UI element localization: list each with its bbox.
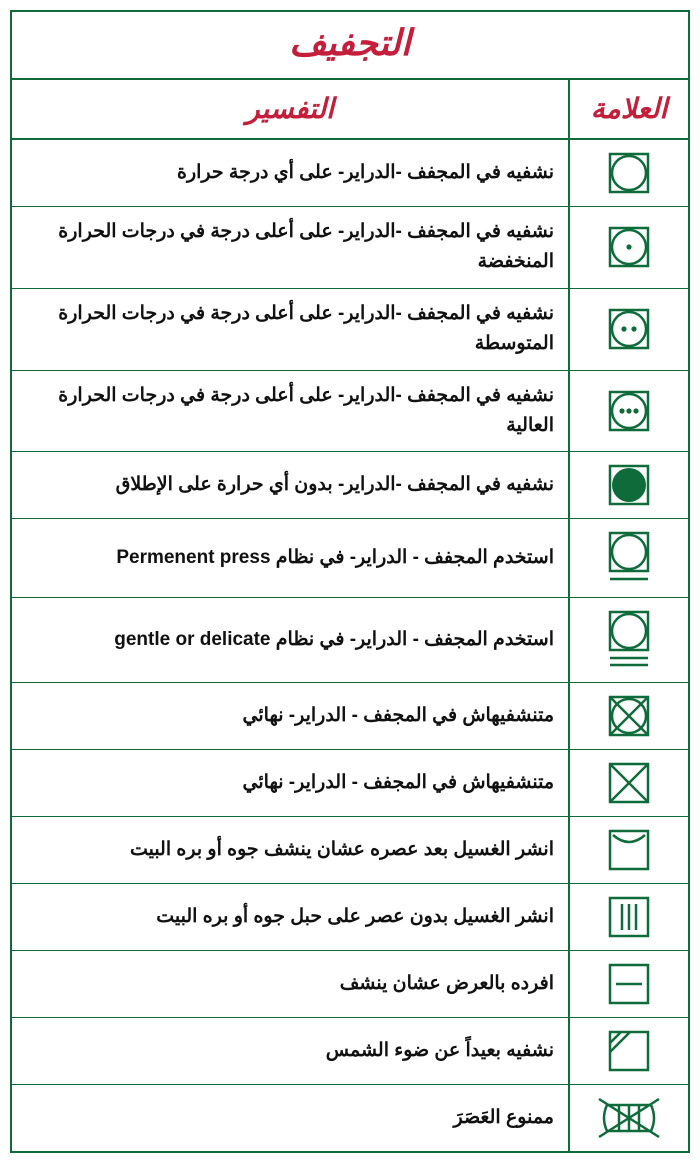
row-description: استخدم المجفف - الدراير- في نظام gentle …: [11, 598, 569, 683]
no-dryer-circle-icon: [569, 683, 689, 750]
col-desc-header: التفسير: [246, 94, 334, 125]
row-description: نشفيه في المجفف -الدراير- على أي درجة حر…: [11, 139, 569, 207]
table-row: افرده بالعرض عشان ينشف: [11, 951, 689, 1018]
row-description: انشر الغسيل بعد عصره عشان ينشف جوه أو بر…: [11, 817, 569, 884]
table-row: متنشفيهاش في المجفف - الدراير- نهائي: [11, 683, 689, 750]
row-description: نشفيه في المجفف -الدراير- على أعلى درجة …: [11, 288, 569, 370]
dryer-gentle-icon: [569, 598, 689, 683]
dryer-2dot-icon: [569, 288, 689, 370]
col-symbol-header: العلامة: [591, 94, 668, 125]
dryer-pp-icon: [569, 519, 689, 598]
row-description: افرده بالعرض عشان ينشف: [11, 951, 569, 1018]
page-title: التجفيف: [289, 23, 410, 63]
dryer-3dot-icon: [569, 370, 689, 452]
title-row: التجفيف: [11, 11, 689, 79]
table-row: استخدم المجفف - الدراير- في نظام Permene…: [11, 519, 689, 598]
table-row: متنشفيهاش في المجفف - الدراير- نهائي: [11, 750, 689, 817]
row-description: متنشفيهاش في المجفف - الدراير- نهائي: [11, 750, 569, 817]
row-description: نشفيه بعيداً عن ضوء الشمس: [11, 1018, 569, 1085]
row-description: متنشفيهاش في المجفف - الدراير- نهائي: [11, 683, 569, 750]
drip-dry-icon: [569, 884, 689, 951]
table-row: استخدم المجفف - الدراير- في نظام gentle …: [11, 598, 689, 683]
row-description: نشفيه في المجفف -الدراير- على أعلى درجة …: [11, 207, 569, 289]
row-description: استخدم المجفف - الدراير- في نظام Permene…: [11, 519, 569, 598]
no-wring-icon: [569, 1085, 689, 1153]
header-row: التفسير العلامة: [11, 79, 689, 139]
row-description: نشفيه في المجفف -الدراير- على أعلى درجة …: [11, 370, 569, 452]
row-description: انشر الغسيل بدون عصر على حبل جوه أو بره …: [11, 884, 569, 951]
table-row: انشر الغسيل بعد عصره عشان ينشف جوه أو بر…: [11, 817, 689, 884]
table-row: انشر الغسيل بدون عصر على حبل جوه أو بره …: [11, 884, 689, 951]
drying-symbols-table: التجفيف التفسير العلامة نشفيه في المجفف …: [10, 10, 690, 1153]
table-row: نشفيه في المجفف -الدراير- على أعلى درجة …: [11, 288, 689, 370]
line-dry-curve-icon: [569, 817, 689, 884]
dryer-1dot-icon: [569, 207, 689, 289]
flat-dry-icon: [569, 951, 689, 1018]
table-row: نشفيه بعيداً عن ضوء الشمس: [11, 1018, 689, 1085]
no-dryer-x-icon: [569, 750, 689, 817]
row-description: ممنوع العَصَرَ: [11, 1085, 569, 1153]
dryer-noheat-icon: [569, 452, 689, 519]
dryer-any-icon: [569, 139, 689, 207]
table-row: نشفيه في المجفف -الدراير- على أي درجة حر…: [11, 139, 689, 207]
table-row: ممنوع العَصَرَ: [11, 1085, 689, 1153]
table-row: نشفيه في المجفف -الدراير- بدون أي حرارة …: [11, 452, 689, 519]
row-description: نشفيه في المجفف -الدراير- بدون أي حرارة …: [11, 452, 569, 519]
shade-dry-icon: [569, 1018, 689, 1085]
table-row: نشفيه في المجفف -الدراير- على أعلى درجة …: [11, 207, 689, 289]
table-row: نشفيه في المجفف -الدراير- على أعلى درجة …: [11, 370, 689, 452]
